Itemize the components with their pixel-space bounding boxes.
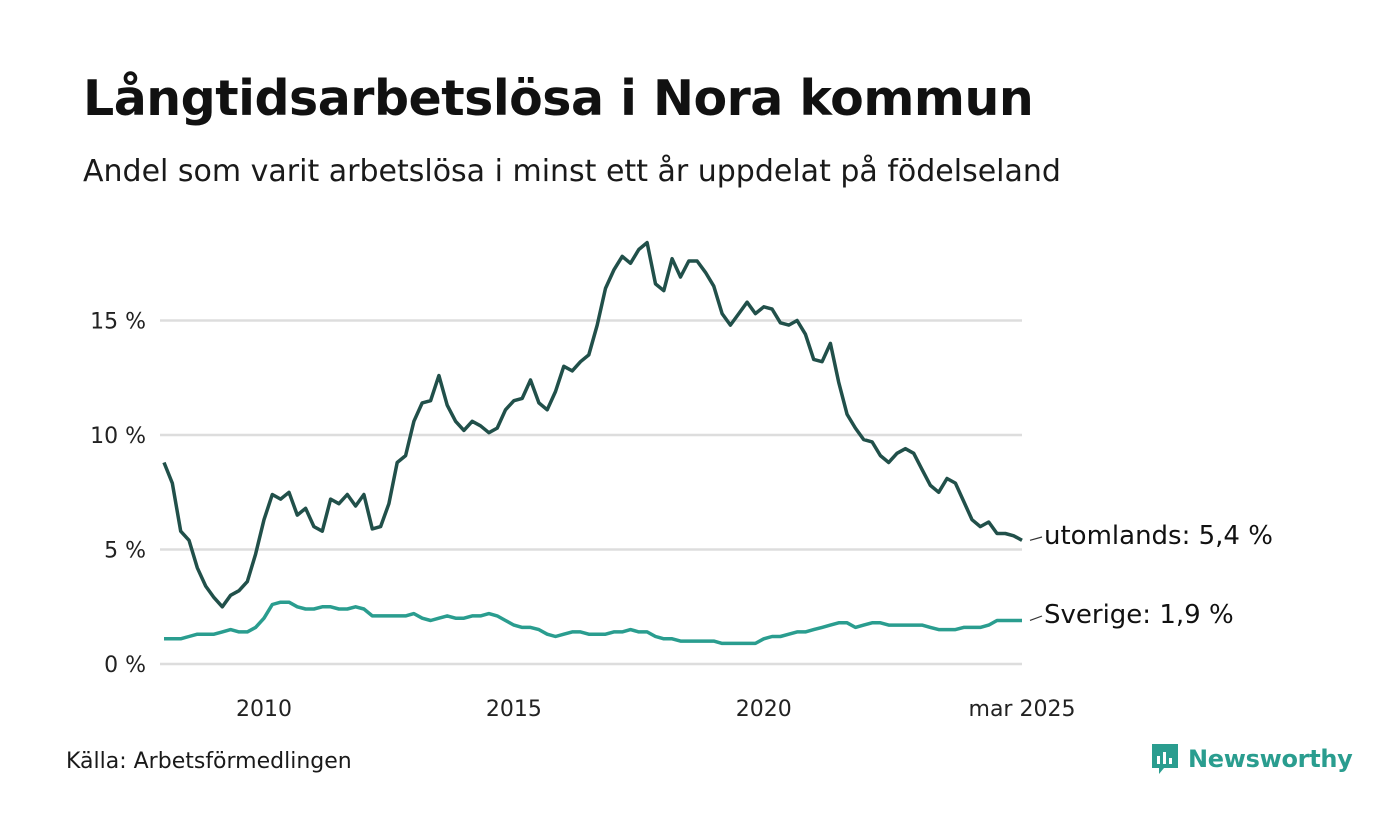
series-line-sverige [164,600,1022,646]
source-note: Källa: Arbetsförmedlingen [66,749,352,774]
chart-title: Långtidsarbetslösa i Nora kommun [83,70,1034,127]
y-tick-label: 10 % [90,424,146,449]
y-tick-label: 0 % [104,653,146,678]
x-tick-label: 2020 [736,697,792,722]
end-label-utomlands: utomlands: 5,4 % [1044,521,1273,551]
brand-name: Newsworthy [1188,745,1353,773]
y-tick-label: 15 % [90,310,146,335]
series-line-utomlands [162,240,1023,609]
chart-subtitle: Andel som varit arbetslösa i minst ett å… [83,154,1061,189]
x-tick-label: mar 2025 [969,697,1076,722]
x-tick-label: 2010 [236,697,292,722]
series-end-labels: utomlands: 5,4 % Sverige: 1,9 % [1029,521,1273,630]
end-label-sverige: Sverige: 1,9 % [1044,600,1234,630]
x-axis-labels: 2010 2015 2020 mar 2025 [236,697,1076,722]
series-lines [162,240,1023,646]
brand-logo[interactable]: Newsworthy [1150,742,1353,776]
end-label-leader [1029,536,1043,541]
end-label-leader [1029,615,1043,622]
y-axis-labels: 0 % 5 % 10 % 15 % [90,310,146,679]
newsworthy-logo-icon [1152,744,1178,774]
x-tick-label: 2015 [486,697,542,722]
gridlines [160,319,1022,666]
y-tick-label: 5 % [104,539,146,564]
